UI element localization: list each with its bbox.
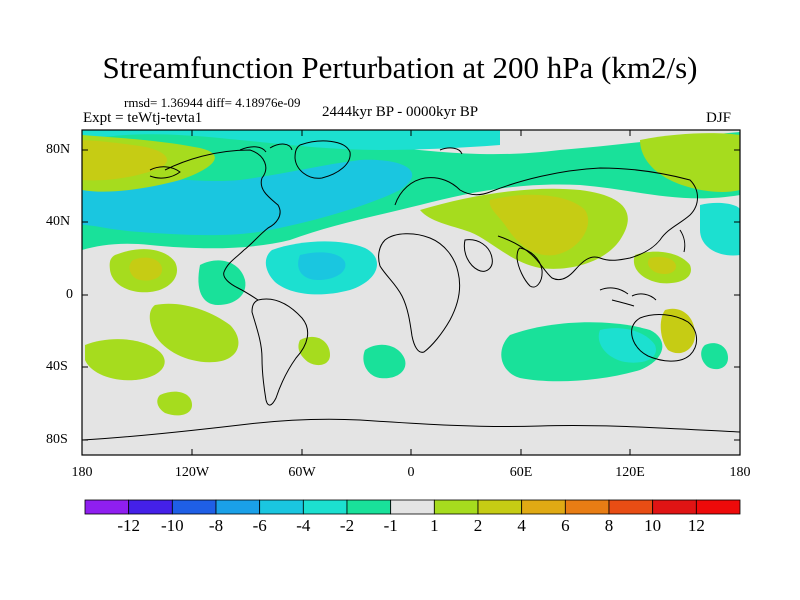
coastlines: [82, 140, 740, 441]
colorbar-label: -6: [252, 516, 267, 535]
lon-label-180-right: 180: [729, 465, 751, 480]
lat-label-0: 0: [66, 287, 73, 302]
colorbar-label: 8: [604, 516, 614, 535]
colorbar-label: 12: [687, 516, 705, 535]
contour-fill-mexico-green: [198, 260, 246, 305]
contour-fill-arctic-brown: [82, 140, 168, 181]
colorbar-label: 10: [644, 516, 662, 535]
contour-fill-indian-ocean-core: [598, 328, 656, 363]
contour-fill-southern-ocean: [157, 391, 192, 416]
colorbar-box: [695, 499, 741, 515]
contour-fills: [82, 130, 740, 416]
contour-fill-atlantic-core: [298, 252, 346, 280]
colorbar-label: -1: [383, 516, 398, 535]
coastline-africa: [378, 233, 461, 353]
contour-fill-australia: [660, 308, 695, 354]
lat-label-40s: 40S: [46, 359, 68, 374]
coastline-arctic-islands: [239, 143, 463, 155]
colorbar: [84, 499, 741, 515]
colorbar-label: 4: [517, 516, 526, 535]
lon-label-0: 0: [407, 465, 415, 480]
coastline-arabia: [463, 239, 493, 272]
colorbar-box: [521, 499, 566, 515]
season-label: DJF: [706, 110, 732, 126]
contour-fill-asia-brown: [489, 194, 589, 256]
colorbar-label: -10: [160, 516, 184, 535]
coastline-asia: [489, 167, 698, 281]
contour-fill-north-cyan2: [82, 130, 500, 150]
colorbar-label: 1: [430, 516, 439, 535]
contour-fill-pacific-sw: [85, 339, 165, 381]
lon-label-120e: 120E: [615, 465, 645, 480]
colorbar-box: [390, 499, 435, 515]
contour-fill-pacific-right: [640, 133, 740, 192]
lon-label-180-left: 180: [71, 465, 93, 480]
colorbar-box: [215, 499, 261, 515]
contour-fill-pacific-warm-core: [647, 256, 676, 274]
stats-text: rmsd= 1.36944 diff= 4.18976e-09: [124, 95, 301, 110]
lon-label-60e: 60E: [509, 465, 533, 480]
contour-fill-south-atlantic: [363, 344, 406, 379]
coastline-north-america: [164, 149, 281, 301]
colorbar-box: [433, 499, 479, 515]
experiment-label: Expt = teWtj-tevta1: [83, 110, 203, 126]
colorbar-box: [259, 499, 304, 515]
coastline-alaska: [149, 166, 181, 179]
colorbar-box: [477, 499, 523, 515]
lat-label-40n: 40N: [46, 214, 71, 229]
colorbar-label: 6: [561, 516, 570, 535]
coastline-south-america: [251, 298, 309, 406]
period-label: 2444kyr BP - 0000kyr BP: [322, 104, 479, 120]
coastline-indonesia: [599, 287, 657, 307]
colorbar-box: [84, 499, 130, 515]
colorbar-label: -2: [339, 516, 355, 535]
coastline-antarctica: [82, 418, 740, 441]
coastline-greenland: [294, 140, 351, 179]
chart-title: Streamfunction Perturbation at 200 hPa (…: [102, 50, 698, 85]
lat-label-80n: 80N: [46, 142, 71, 157]
contour-fill-pacific-east-core: [129, 257, 163, 281]
colorbar-box: [652, 499, 697, 515]
colorbar-box: [346, 499, 392, 515]
colorbar-box: [171, 499, 217, 515]
colorbar-label: 2: [473, 516, 483, 535]
coastline-europe: [394, 177, 491, 206]
lat-label-80s: 80S: [46, 432, 68, 447]
colorbar-box: [564, 499, 610, 515]
lon-label-60w: 60W: [288, 465, 316, 480]
colorbar-box: [128, 499, 173, 515]
colorbar-label: -8: [208, 516, 224, 535]
contour-fill-brazil: [298, 336, 330, 366]
colorbar-label: -4: [296, 516, 311, 535]
contour-fill-australia-south: [701, 343, 728, 370]
colorbar-label: -12: [117, 516, 140, 535]
colorbar-box: [608, 499, 654, 515]
coastline-australia: [631, 314, 697, 362]
colorbar-box: [302, 499, 348, 515]
tick-marks: [82, 130, 740, 455]
lon-label-120w: 120W: [174, 465, 210, 480]
coastline-japan: [679, 229, 686, 253]
contour-fill-pacific-right-cyan: [700, 202, 740, 256]
contour-fill-samerica-yellow: [149, 303, 239, 363]
coastline-india: [516, 247, 543, 288]
